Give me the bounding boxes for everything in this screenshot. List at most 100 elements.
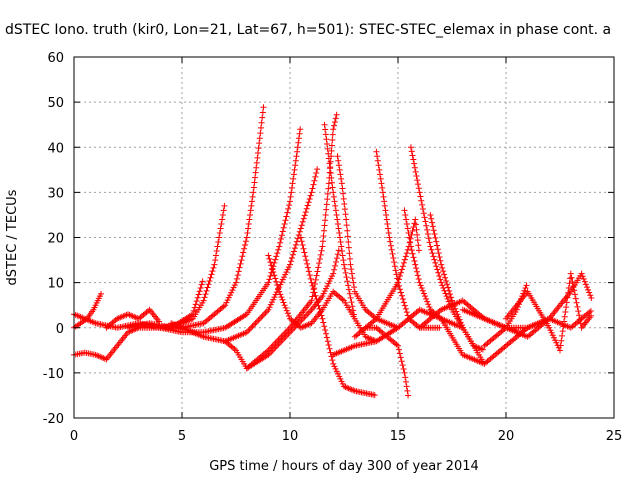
data-point	[411, 160, 418, 167]
data-point	[408, 148, 415, 155]
data-point	[254, 149, 261, 156]
data-point	[373, 148, 380, 155]
data-point	[278, 279, 285, 286]
data-point	[343, 222, 350, 229]
data-point	[336, 373, 343, 380]
data-point	[244, 229, 251, 236]
data-point	[440, 268, 447, 275]
data-point	[389, 250, 396, 257]
data-point	[314, 268, 321, 275]
data-point	[208, 271, 215, 278]
data-point	[400, 366, 407, 373]
data-points	[71, 104, 595, 399]
data-point	[338, 378, 345, 385]
data-point	[409, 250, 416, 257]
data-point	[326, 278, 333, 285]
data-point	[281, 220, 288, 227]
data-point	[236, 264, 243, 271]
data-point	[265, 306, 272, 313]
data-point	[345, 282, 352, 289]
data-point	[308, 279, 315, 286]
x-tick-label: 0	[70, 429, 78, 444]
y-tick-label: -20	[43, 412, 64, 427]
data-point	[240, 249, 247, 256]
data-point	[332, 262, 339, 269]
data-point	[334, 216, 341, 223]
data-point	[348, 266, 355, 273]
data-point	[403, 309, 410, 316]
data-point	[255, 317, 262, 324]
data-point	[581, 278, 588, 285]
data-point	[409, 228, 416, 235]
data-point	[196, 288, 203, 295]
data-point	[317, 309, 324, 316]
data-point	[344, 227, 351, 234]
data-point	[248, 202, 255, 209]
data-point	[265, 252, 272, 259]
data-point	[299, 242, 306, 249]
data-point	[425, 301, 432, 308]
grid	[74, 57, 614, 418]
data-point	[327, 165, 334, 172]
data-point	[318, 312, 325, 319]
data-point	[429, 223, 436, 230]
data-point	[294, 235, 301, 242]
data-point	[269, 265, 276, 272]
data-point	[340, 195, 347, 202]
data-point	[313, 296, 320, 303]
data-point	[296, 130, 303, 137]
data-point	[334, 251, 341, 258]
data-point	[216, 234, 223, 241]
data-point	[403, 216, 410, 223]
data-point	[401, 207, 408, 214]
data-point	[449, 297, 455, 304]
data-point	[412, 221, 419, 228]
data-point	[306, 195, 313, 202]
data-point	[561, 318, 568, 325]
data-point	[294, 148, 301, 155]
data-point	[337, 171, 344, 178]
data-point	[434, 246, 441, 253]
data-point	[221, 202, 228, 209]
data-point	[320, 290, 327, 297]
data-point	[256, 135, 263, 142]
data-point	[251, 179, 258, 186]
data-point	[338, 175, 345, 182]
data-point	[327, 170, 334, 177]
data-point	[252, 320, 259, 327]
data-point	[391, 259, 398, 266]
data-series	[265, 252, 357, 331]
data-series	[334, 153, 400, 331]
data-point	[256, 315, 263, 322]
data-point	[311, 177, 318, 184]
data-point	[377, 175, 384, 182]
data-point	[407, 235, 414, 242]
data-point	[319, 315, 326, 322]
data-point	[420, 290, 427, 297]
data-point	[396, 286, 403, 293]
data-point	[438, 261, 445, 268]
x-tick-label: 10	[282, 429, 299, 444]
data-point	[234, 272, 241, 279]
data-point	[274, 338, 281, 345]
data-point	[321, 288, 328, 295]
data-point	[348, 299, 355, 306]
data-point	[401, 302, 408, 309]
data-point	[403, 220, 410, 227]
data-point	[419, 287, 426, 294]
data-point	[258, 314, 265, 321]
data-point	[444, 295, 451, 302]
data-point	[548, 329, 555, 336]
data-series	[401, 207, 443, 321]
data-point	[262, 309, 269, 316]
data-point	[293, 153, 300, 160]
data-point	[287, 261, 293, 268]
data-point	[329, 137, 336, 144]
data-point	[216, 229, 223, 236]
data-point	[419, 206, 426, 213]
data-point	[316, 260, 323, 267]
data-point	[578, 270, 585, 277]
data-point	[330, 193, 337, 200]
data-point	[441, 271, 448, 278]
data-point	[332, 202, 339, 209]
